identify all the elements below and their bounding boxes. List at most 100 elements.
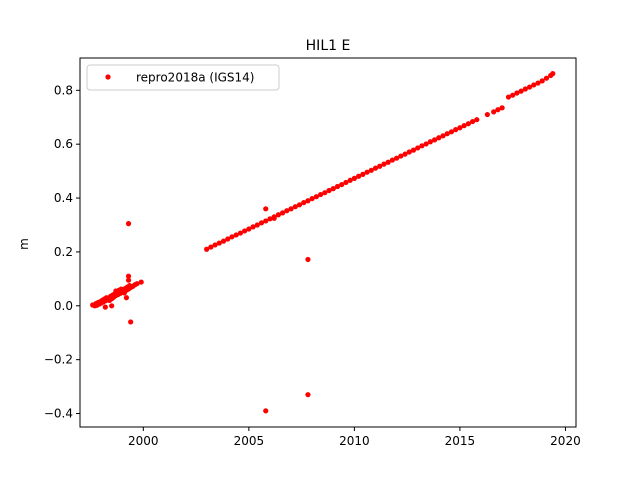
data-point [474, 117, 480, 123]
x-tick-label: 2015 [445, 434, 476, 448]
data-point [539, 78, 545, 84]
data-point [220, 238, 227, 244]
data-point [330, 186, 336, 192]
data-point [258, 220, 265, 226]
legend-label: repro2018a (IGS14) [136, 71, 254, 85]
data-point [113, 288, 119, 294]
data-point [109, 303, 115, 309]
plot-area-frame [79, 57, 577, 428]
data-point [505, 94, 512, 100]
data-point [322, 190, 328, 196]
data-point [448, 129, 455, 135]
data-point [125, 277, 132, 283]
data-point [138, 279, 144, 285]
data-point [339, 181, 345, 188]
data-point [343, 179, 349, 186]
data-point [406, 149, 412, 155]
data-point [389, 157, 395, 163]
data-point [440, 133, 446, 139]
data-point [233, 232, 239, 238]
data-point [402, 151, 408, 157]
data-point [123, 295, 130, 301]
data-point [364, 169, 370, 175]
data-point [263, 408, 269, 414]
data-point [309, 195, 315, 202]
data-point [216, 240, 222, 246]
data-point [531, 82, 537, 88]
data-point [305, 392, 311, 398]
data-point [280, 210, 286, 216]
data-point [250, 224, 256, 230]
data-point [318, 191, 324, 198]
data-point [229, 234, 235, 240]
data-point [242, 228, 248, 234]
data-point [263, 218, 269, 224]
data-point [313, 194, 319, 200]
legend: repro2018a (IGS14) [86, 64, 280, 91]
data-point [284, 208, 290, 214]
data-point [453, 127, 459, 133]
y-tick-label: 0.8 [54, 83, 73, 97]
data-point [381, 161, 387, 167]
data-point [128, 319, 134, 325]
data-point [368, 167, 374, 173]
data-point [522, 86, 528, 92]
data-point [419, 143, 425, 149]
data-point [347, 177, 353, 183]
data-point [356, 173, 362, 179]
data-point [208, 244, 214, 250]
data-point [301, 200, 307, 206]
data-point [334, 183, 341, 190]
data-point [398, 153, 404, 159]
data-point [377, 163, 383, 169]
data-point [436, 135, 442, 141]
data-point [510, 92, 516, 98]
data-point [461, 123, 467, 129]
data-point [427, 139, 433, 145]
data-point [305, 198, 311, 204]
data-point [499, 105, 505, 111]
legend-marker [105, 74, 111, 80]
data-point [237, 230, 244, 236]
y-tick-label: 0.4 [54, 191, 73, 205]
chart-title: HIL1 E [306, 38, 351, 54]
data-point [351, 175, 357, 181]
y-tick-label: −0.4 [44, 407, 73, 421]
data-point [254, 222, 260, 228]
data-point [514, 90, 520, 96]
data-point [305, 256, 311, 263]
y-tick-label: 0.0 [54, 299, 73, 313]
data-point [444, 131, 450, 137]
y-tick-label: 0.6 [54, 137, 73, 151]
y-axis-label: m [17, 238, 31, 250]
data-point [484, 111, 490, 118]
data-point [495, 107, 501, 113]
data-point [292, 204, 298, 210]
x-tick-label: 2020 [550, 434, 581, 448]
y-tick-label: 0.2 [54, 245, 73, 259]
y-tick-label: −0.2 [44, 353, 73, 367]
legend-box [86, 64, 280, 91]
data-point [550, 71, 556, 77]
data-point [212, 242, 218, 248]
data-point [465, 121, 471, 127]
data-point [372, 165, 379, 171]
data-point [543, 75, 550, 81]
data-point [204, 246, 210, 252]
data-point [423, 141, 429, 147]
data-point [360, 171, 366, 177]
data-point [246, 226, 252, 232]
data-point [125, 273, 132, 279]
data-point [102, 304, 108, 310]
data-point [491, 109, 497, 115]
x-tick-label: 2005 [234, 434, 265, 448]
data-point [134, 281, 140, 287]
data-point [225, 236, 231, 242]
data-point [296, 202, 303, 208]
data-point [393, 155, 400, 161]
data-point [267, 216, 273, 222]
data-point [326, 187, 332, 194]
data-point [518, 88, 524, 94]
data-point [385, 159, 391, 165]
